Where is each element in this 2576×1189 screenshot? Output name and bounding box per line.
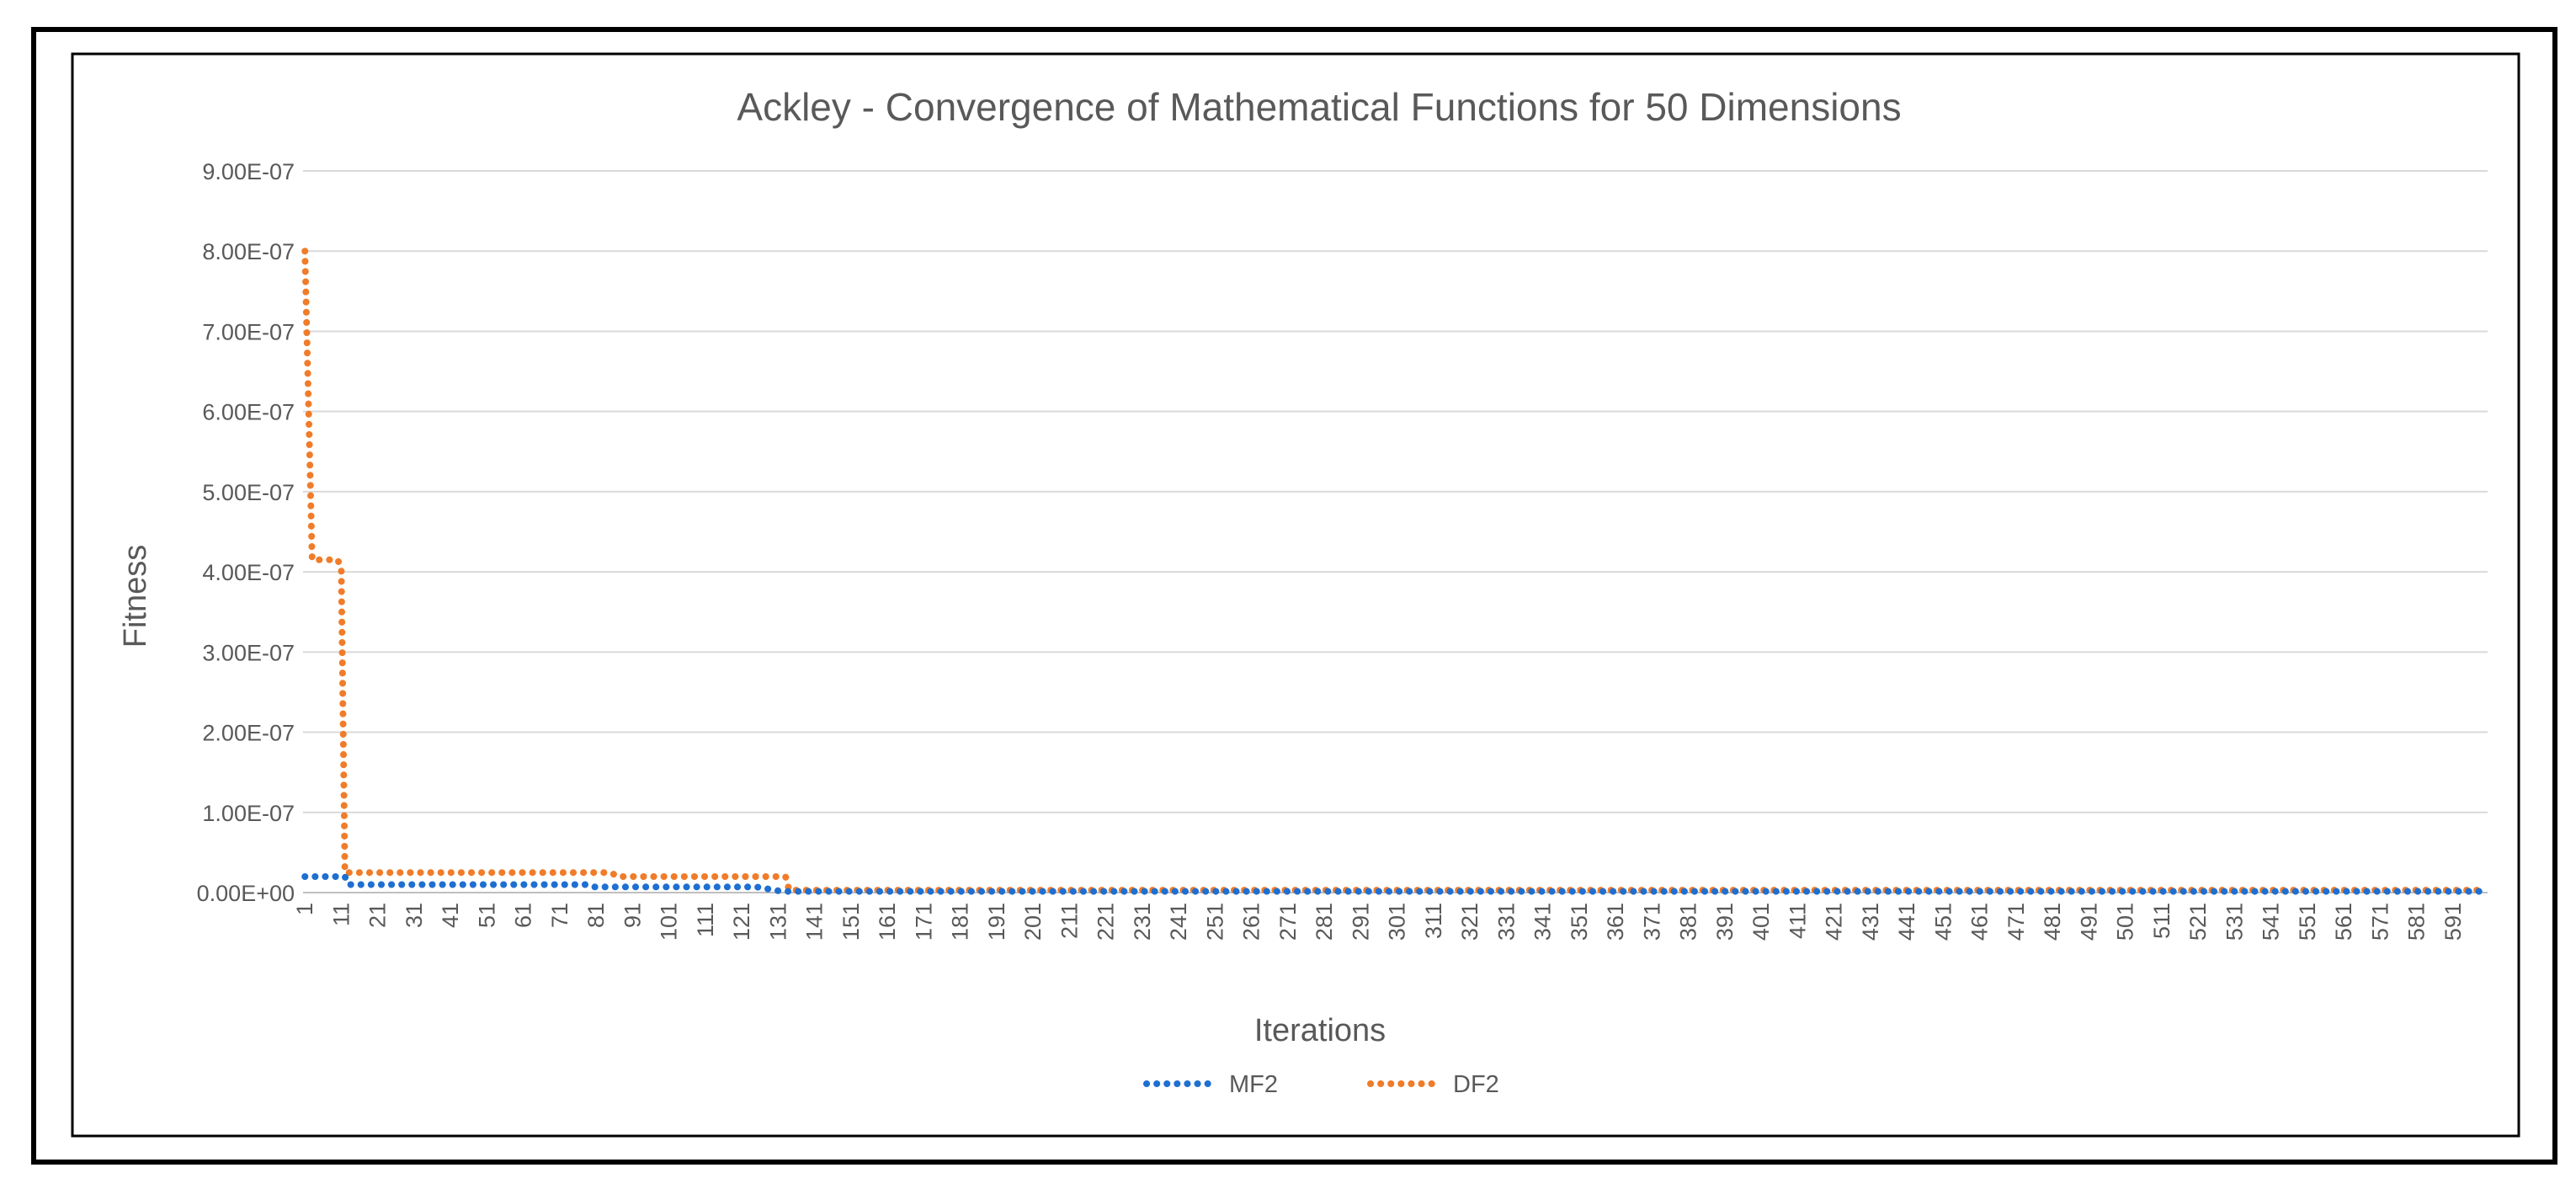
x-tick-labels: 1 11 21 31 41 51 61 71 81 91 101 111 121 131 141 151 161… (292, 903, 2466, 941)
x-tick-label: 471 (2004, 903, 2029, 941)
x-tick-label: 511 (2149, 903, 2174, 939)
x-tick-label: 381 (1676, 903, 1701, 941)
x-tick-label: 301 (1385, 903, 1410, 941)
x-tick-label: 451 (1930, 903, 1956, 941)
x-tick-label: 21 (365, 903, 391, 928)
x-tick-label: 211 (1056, 903, 1082, 939)
series-lines (301, 248, 2489, 895)
legend: MF2 DF2 (1143, 1071, 1499, 1098)
x-tick-label: 51 (474, 903, 499, 928)
x-tick-label: 131 (765, 903, 790, 941)
x-tick-label: 1 (292, 903, 317, 915)
y-tick-label: 3.00E-07 (202, 640, 295, 665)
x-tick-label: 371 (1639, 903, 1664, 941)
x-tick-label: 331 (1493, 903, 1519, 941)
x-tick-label: 141 (802, 903, 828, 941)
x-tick-label: 321 (1457, 903, 1482, 941)
x-tick-label: 521 (2185, 903, 2211, 941)
x-tick-label: 461 (1967, 903, 1993, 941)
x-tick-label: 271 (1275, 903, 1301, 941)
x-tick-label: 161 (875, 903, 900, 941)
x-tick-label: 541 (2259, 903, 2284, 941)
y-axis-label: Fitness (118, 545, 153, 648)
y-tick-label: 9.00E-07 (202, 159, 295, 184)
x-tick-label: 311 (1421, 903, 1446, 939)
x-tick-label: 61 (511, 903, 536, 928)
x-tick-label: 251 (1202, 903, 1227, 941)
x-tick-label: 561 (2331, 903, 2356, 941)
x-tick-label: 431 (1858, 903, 1883, 941)
x-tick-label: 361 (1603, 903, 1628, 941)
x-tick-label: 71 (547, 903, 572, 928)
x-tick-label: 291 (1348, 903, 1373, 941)
x-tick-label: 341 (1530, 903, 1556, 941)
x-tick-label: 181 (948, 903, 973, 941)
x-tick-label: 121 (729, 903, 754, 941)
x-tick-label: 241 (1166, 903, 1191, 941)
x-tick-label: 501 (2113, 903, 2138, 941)
x-tick-label: 231 (1130, 903, 1155, 941)
x-tick-label: 491 (2076, 903, 2101, 941)
x-tick-label: 281 (1312, 903, 1337, 941)
x-tick-label: 391 (1712, 903, 1738, 941)
x-tick-label: 171 (911, 903, 936, 941)
y-tick-label: 4.00E-07 (202, 560, 295, 585)
x-tick-label: 191 (984, 903, 1009, 941)
x-tick-label: 101 (657, 903, 682, 941)
x-tick-label: 41 (438, 903, 463, 928)
x-tick-label: 531 (2222, 903, 2247, 941)
y-tick-label: 2.00E-07 (202, 721, 295, 746)
x-tick-label: 441 (1894, 903, 1919, 941)
y-tick-labels: 0.00E+00 1.00E-07 2.00E-07 3.00E-07 4.00E-07… (197, 159, 295, 906)
x-tick-label: 401 (1748, 903, 1774, 941)
x-tick-label: 411 (1785, 903, 1810, 939)
x-tick-label: 581 (2404, 903, 2430, 941)
y-tick-label: 1.00E-07 (202, 801, 295, 826)
y-tick-label: 5.00E-07 (202, 480, 295, 505)
y-tick-label: 6.00E-07 (202, 400, 295, 425)
x-tick-label: 551 (2295, 903, 2320, 941)
x-tick-label: 31 (402, 903, 427, 928)
y-tick-label: 0.00E+00 (197, 881, 295, 906)
x-tick-label: 111 (693, 903, 718, 937)
x-tick-label: 481 (2040, 903, 2065, 941)
legend-label-df2: DF2 (1453, 1071, 1499, 1098)
x-tick-label: 591 (2440, 903, 2466, 941)
y-tick-label: 7.00E-07 (202, 319, 295, 344)
x-tick-label: 91 (620, 903, 645, 928)
x-tick-label: 571 (2367, 903, 2392, 941)
x-tick-label: 351 (1567, 903, 1592, 941)
x-tick-label: 201 (1020, 903, 1046, 941)
chart-title: Ackley - Convergence of Mathematical Fun… (737, 85, 1901, 129)
x-tick-label: 81 (583, 903, 609, 928)
x-tick-label: 421 (1822, 903, 1847, 941)
x-tick-label: 151 (838, 903, 864, 941)
series-line-mf2 (301, 873, 2489, 895)
x-tick-label: 261 (1239, 903, 1264, 941)
legend-label-mf2: MF2 (1229, 1071, 1278, 1098)
x-axis-label: Iterations (1254, 1013, 1386, 1048)
x-tick-label: 221 (1094, 903, 1119, 941)
inner-border (71, 52, 2520, 1138)
y-tick-label: 8.00E-07 (202, 239, 295, 264)
x-tick-label: 11 (328, 903, 354, 926)
